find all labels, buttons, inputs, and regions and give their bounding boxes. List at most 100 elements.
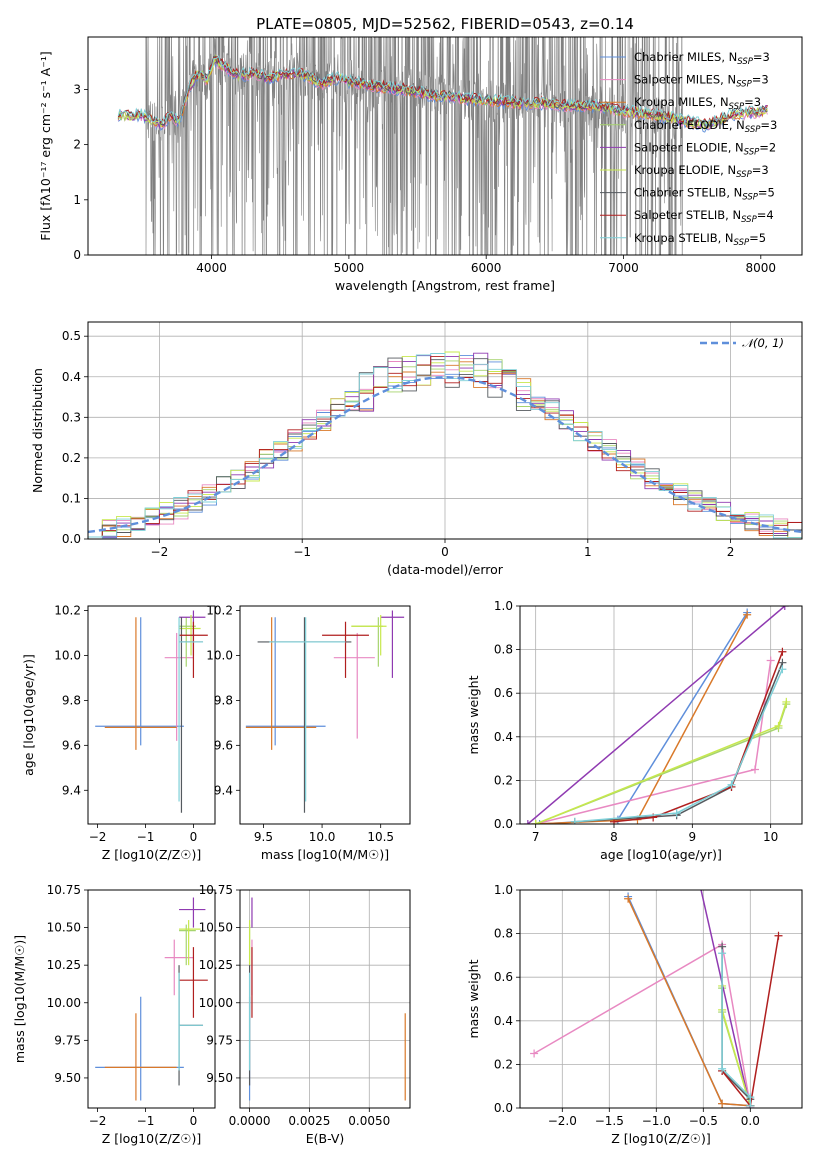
x-tick-label: −1 — [137, 1114, 155, 1128]
series-line — [721, 953, 752, 1106]
data-point — [766, 656, 775, 665]
y-axis-label: Normed distribution — [30, 368, 45, 493]
legend-label-suffix: =3 — [744, 95, 761, 109]
y-tick-label: 0.2 — [494, 773, 513, 787]
y-axis-label: Flux [fλ10⁻¹⁷ erg cm⁻² s⁻¹ A⁻¹] — [38, 51, 53, 240]
legend-label-sub: SSP — [729, 102, 745, 112]
y-tick-label: 10.0 — [54, 648, 81, 662]
x-tick-label: 8000 — [746, 261, 777, 275]
y-tick-label: 0.2 — [494, 1057, 513, 1071]
x-axis-label: age [log10(age/yr)] — [600, 847, 722, 862]
plot-area — [95, 610, 208, 813]
x-tick-label: 0.0 — [741, 1114, 760, 1128]
y-tick-label: 0.3 — [62, 410, 81, 424]
data-point — [530, 1049, 539, 1058]
data-point — [743, 610, 752, 619]
legend-label-main: Kroupa MILES, N — [634, 95, 729, 109]
x-tick-label: 0.0025 — [288, 1114, 330, 1128]
legend-label-suffix: =5 — [749, 231, 766, 245]
y-tick-label: 10.25 — [47, 958, 81, 972]
data-point — [780, 606, 789, 610]
y-tick-label: 0.2 — [62, 451, 81, 465]
spectrum-data-line — [145, 37, 683, 255]
x-tick-label: 10.5 — [367, 830, 394, 844]
series-line — [574, 662, 784, 823]
data-point — [535, 820, 544, 824]
legend-label: Salpeter STELIB, NSSP=4 — [634, 208, 774, 225]
y-tick-label: 9.8 — [214, 693, 233, 707]
y-tick-label: 10.50 — [199, 921, 233, 935]
x-tick-label: 0.0000 — [229, 1114, 271, 1128]
axes-frame — [239, 605, 411, 825]
legend-label-main: Kroupa ELODIE, N — [634, 163, 736, 177]
y-tick-label: 10.00 — [199, 996, 233, 1010]
y-tick-label: 0.4 — [62, 370, 81, 384]
legend-label-sub: SSP — [742, 193, 758, 203]
x-tick-label: 0 — [190, 1114, 198, 1128]
legend-label: Chabrier STELIB, NSSP=5 — [634, 186, 775, 203]
plot-area — [248, 897, 406, 1101]
panel-weight-vs-age: 7 8 9 10 0.0 0.2 0.4 0.6 0.8 1.0 age [log10(age/yr… — [466, 599, 803, 862]
y-tick-label: 1 — [73, 193, 81, 207]
data-point — [531, 820, 540, 824]
y-tick-label: 9.75 — [206, 1033, 233, 1047]
axes-frame — [87, 889, 216, 1109]
x-tick-label: 0 — [190, 830, 198, 844]
y-tick-label: 10.75 — [199, 883, 233, 897]
x-axis-label: (data-model)/error — [387, 562, 504, 577]
legend-label-main: Salpeter ELODIE, N — [634, 140, 744, 154]
x-axis-label: Z [log10(Z/Z☉)] — [102, 847, 202, 862]
legend-label-main: Salpeter MILES, N — [634, 73, 736, 87]
y-tick-label: 0.0 — [494, 1101, 513, 1115]
x-tick-label: 8 — [610, 830, 618, 844]
axes-frame — [239, 889, 411, 1109]
x-tick-label: 4000 — [196, 261, 227, 275]
spectrum-model-line — [117, 60, 768, 130]
legend-label-sub: SSP — [736, 170, 752, 180]
y-tick-label: 0.0 — [494, 817, 513, 831]
data-point — [570, 817, 579, 824]
legend-label-sub: SSP — [737, 57, 753, 67]
series-line — [527, 606, 786, 824]
x-tick-label: 6000 — [471, 261, 502, 275]
legend-label-sub: SSP — [744, 147, 760, 157]
data-point — [727, 780, 736, 789]
y-tick-label: 0.6 — [494, 686, 513, 700]
legend-label-sub: SSP — [736, 80, 752, 90]
x-tick-label: 9.5 — [254, 830, 273, 844]
panel-age-vs-mass: 9.5 10.0 10.5 9.4 9.6 9.8 10.0 10.2 mass [log10(… — [206, 603, 411, 862]
x-tick-label: −2 — [89, 1114, 107, 1128]
axes-frame — [519, 605, 803, 825]
y-axis-label: mass weight — [466, 959, 481, 1038]
y-tick-label: 10.00 — [47, 996, 81, 1010]
plot-area — [523, 606, 791, 824]
y-tick-label: 9.50 — [206, 1071, 233, 1085]
y-tick-label: 9.4 — [214, 783, 233, 797]
panel-mass-vs-ebv: 0.0000 0.0025 0.0050 9.50 9.75 10.00 10.25 10.5… — [199, 883, 411, 1146]
axes-frame — [87, 605, 216, 825]
legend-label: Chabrier MILES, NSSP=3 — [634, 50, 770, 67]
legend-label-main: Chabrier MILES, N — [634, 50, 737, 64]
legend-label: Chabrier ELODIE, NSSP=3 — [634, 118, 777, 135]
y-tick-label: 9.50 — [54, 1071, 81, 1085]
plot-area — [530, 890, 783, 1108]
y-tick-label: 0.4 — [494, 730, 513, 744]
y-tick-label: 0.4 — [494, 1014, 513, 1028]
data-point — [751, 765, 759, 774]
x-tick-label: 7 — [532, 830, 540, 844]
panel-residuals: −2 −1 0 1 2 0.0 0.1 0.2 0.3 0.4 0.5 (data-model)/er… — [30, 321, 803, 577]
y-tick-label: 3 — [73, 82, 81, 96]
panel-mass-vs-z: −2 −1 0 9.50 9.75 10.00 10.25 10.50 10.75 Z [log1… — [12, 883, 216, 1146]
y-tick-label: 2 — [73, 138, 81, 152]
data-point — [718, 949, 727, 958]
x-tick-label: 0 — [441, 545, 449, 559]
x-tick-label: 9 — [689, 830, 697, 844]
histogram-step-line — [88, 353, 802, 539]
y-tick-label: 9.6 — [214, 738, 233, 752]
data-point — [746, 1101, 755, 1108]
x-tick-label: −0.5 — [689, 1114, 718, 1128]
y-tick-label: 9.8 — [62, 693, 81, 707]
legend-label-suffix: =4 — [757, 208, 774, 222]
x-tick-label: 0.0050 — [348, 1114, 390, 1128]
